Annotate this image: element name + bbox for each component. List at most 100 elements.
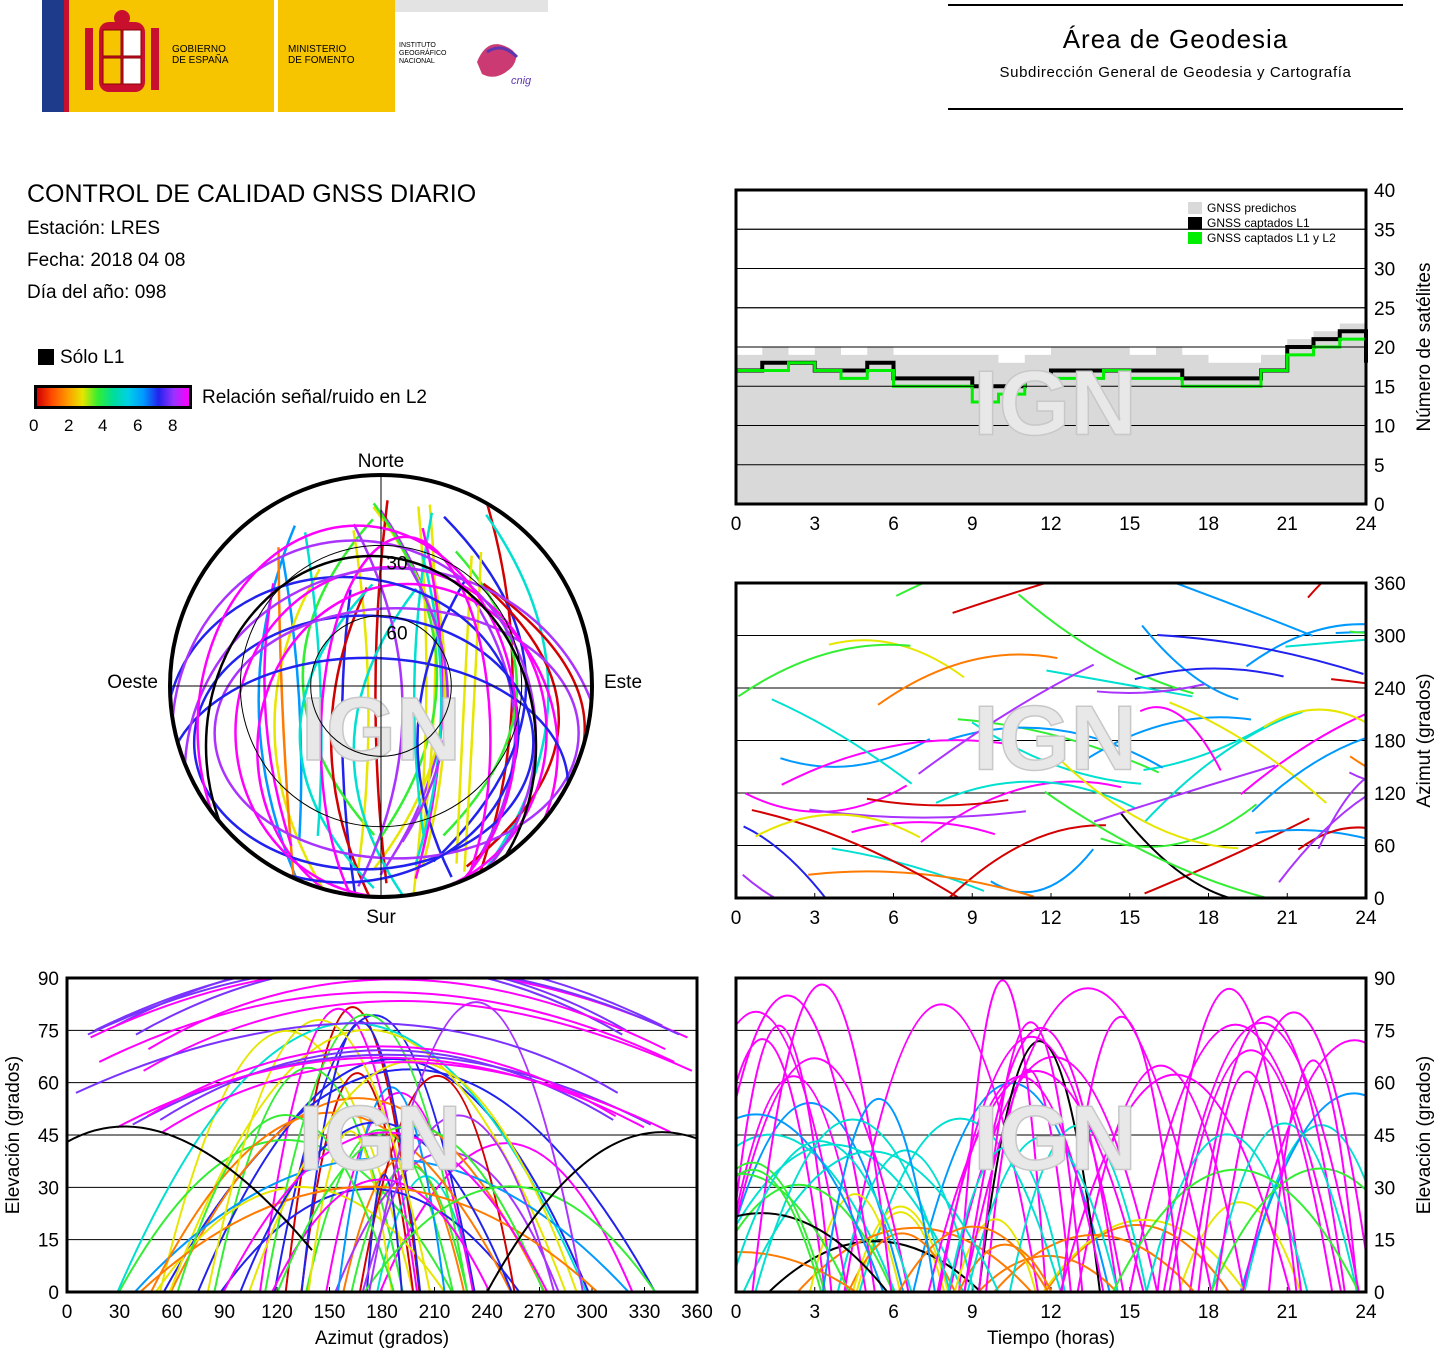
ministerio-logo: MINISTERIO DE FOMENTO — [278, 0, 395, 112]
coat-of-arms-icon — [85, 10, 159, 92]
colorbar-label: Relación señal/ruido en L2 — [202, 387, 427, 408]
x-tick-label: 150 — [314, 1302, 346, 1323]
elevation-track — [132, 1053, 652, 1126]
y-tick-label: 15 — [1374, 1231, 1395, 1252]
y-axis-label: Azimut (grados) — [1414, 673, 1435, 807]
azimuth-track — [1317, 776, 1366, 850]
azimuth-track — [990, 848, 1095, 894]
elevation-time-track — [1060, 1015, 1182, 1292]
elevation-time-track — [754, 1118, 952, 1292]
azimuth-track — [755, 813, 921, 839]
azimuth-track — [957, 718, 1160, 774]
azimuth-track — [952, 583, 1049, 614]
y-tick-label: 75 — [38, 1021, 59, 1042]
elevation-time-track — [1177, 1201, 1302, 1292]
y-tick-label: 60 — [38, 1074, 59, 1095]
sky-track — [213, 606, 580, 860]
colorbar-tick: 8 — [168, 416, 178, 435]
legend-swatch — [1188, 217, 1202, 229]
elevation-time-track — [1156, 987, 1303, 1292]
azimuth-track — [971, 721, 1142, 785]
azimuth-track — [1144, 817, 1310, 895]
elevation-time-track — [736, 1113, 885, 1292]
x-tick-label: 12 — [1040, 1302, 1061, 1323]
legend-swatch — [1188, 202, 1202, 214]
ign-watermark: IGN — [973, 352, 1137, 454]
elevation-track — [264, 1013, 469, 1292]
plot-frame — [734, 976, 1368, 1294]
elevation-time-track — [736, 1011, 849, 1292]
azimuth-track — [1144, 710, 1303, 823]
elevation-time-track — [985, 1069, 1072, 1292]
azimuth-track — [1078, 716, 1252, 765]
y-axis-label: Número de satélites — [1414, 263, 1435, 432]
elevation-time-track — [1241, 1039, 1366, 1292]
azimuth-track — [808, 870, 1035, 898]
series-l1l2-line — [736, 337, 1368, 404]
elevation-time-track — [736, 1133, 896, 1292]
elevation-time-track — [1168, 1049, 1334, 1292]
colorbar-tick: 4 — [98, 416, 108, 435]
elevation-time-track — [1215, 1011, 1366, 1292]
compass-south: Sur — [366, 907, 396, 928]
azimuth-track — [1044, 790, 1268, 898]
azimuth-track — [1176, 583, 1314, 637]
x-tick-label: 0 — [731, 1302, 742, 1323]
elevation-time-track — [947, 1146, 1066, 1292]
elevation-time-track — [736, 1168, 823, 1292]
elevation-time-track — [851, 1205, 950, 1292]
x-tick-label: 360 — [681, 1302, 713, 1323]
y-axis-label: Elevación (grados) — [3, 1056, 24, 1214]
snr-colorbar — [34, 385, 192, 409]
y-tick-label: 25 — [1374, 299, 1395, 320]
elevation-track-l1 — [67, 1125, 313, 1251]
sky-track — [416, 578, 467, 878]
azimuth-track — [1251, 736, 1366, 813]
x-tick-label: 18 — [1198, 514, 1219, 535]
sky-track — [414, 553, 443, 866]
sky-track — [281, 558, 303, 843]
compass-east: Este — [604, 672, 642, 693]
elevation-time-track — [736, 994, 876, 1292]
colorbar-tick: 0 — [29, 416, 39, 435]
sky-track — [263, 583, 293, 847]
sky-track — [465, 584, 560, 868]
elevation-time-track — [736, 1024, 833, 1292]
horizon-circle — [168, 473, 594, 899]
elevation-track — [363, 1185, 657, 1292]
sky-track — [432, 515, 528, 863]
x-tick-label: 6 — [888, 908, 899, 929]
elevation-time-track — [1128, 1023, 1343, 1292]
elevation-time-track — [1210, 1122, 1358, 1292]
compass-north: Norte — [358, 451, 404, 472]
azimuth-track — [895, 583, 926, 597]
x-tick-label: 15 — [1119, 514, 1140, 535]
elevation-time-track — [963, 987, 1213, 1292]
x-tick-label: 3 — [809, 514, 820, 535]
flag-red-stripe — [64, 0, 69, 112]
x-tick-label: 180 — [366, 1302, 398, 1323]
elevation-track — [135, 978, 623, 1036]
azimuth-track — [1240, 712, 1366, 795]
flag-stripe — [42, 0, 64, 112]
x-tick-label: 21 — [1277, 908, 1298, 929]
azimuth-track — [1096, 683, 1205, 694]
y-tick-label: 30 — [1374, 260, 1395, 281]
azimuth-track — [1058, 758, 1239, 850]
y-tick-label: 30 — [1374, 1178, 1395, 1199]
sky-track-l1 — [204, 554, 538, 895]
elevation-time-track — [1189, 1016, 1346, 1292]
elevation-track — [365, 1173, 403, 1292]
ign-watermark: IGN — [973, 1087, 1137, 1189]
azimuth-track — [781, 739, 1017, 786]
area-subtitle: Subdirección General de Geodesia y Carto… — [999, 64, 1352, 81]
azimuth-track — [877, 653, 1058, 706]
sky-track — [352, 587, 418, 895]
azimuth-track — [1263, 708, 1366, 729]
y-tick-label: 15 — [38, 1231, 59, 1252]
azimuth-track — [935, 780, 1136, 809]
elevation-time-track — [1162, 1022, 1360, 1292]
azimuth-track — [1349, 630, 1366, 634]
sky-track — [256, 582, 559, 895]
sky-track — [301, 518, 376, 836]
